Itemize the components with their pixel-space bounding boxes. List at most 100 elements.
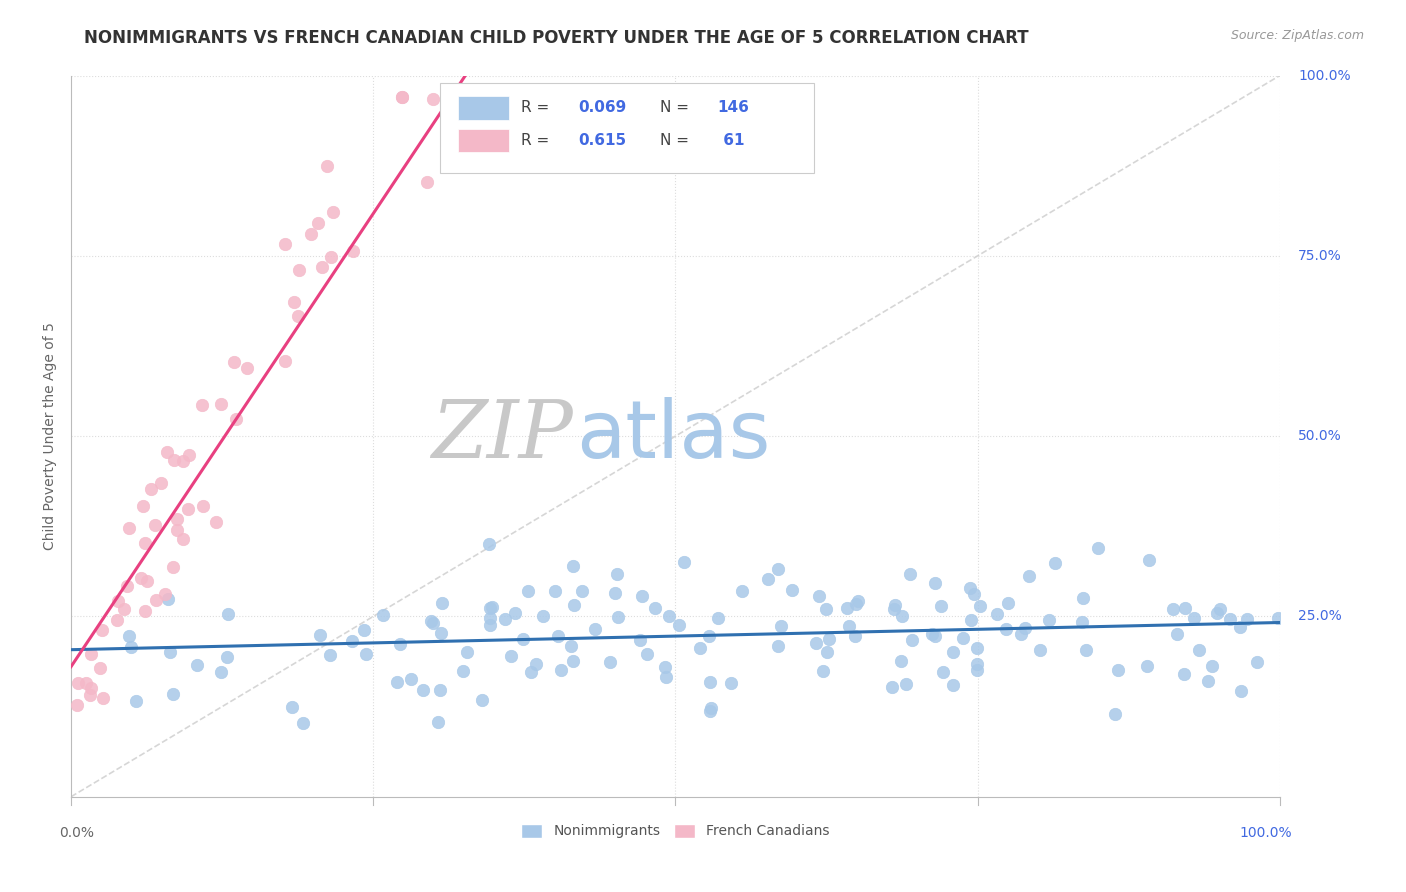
Point	[156, 444, 179, 458]
Text: 0.069: 0.069	[579, 101, 627, 115]
Point	[1188, 643, 1211, 657]
Point	[191, 499, 214, 513]
FancyBboxPatch shape	[440, 83, 814, 173]
Point	[994, 622, 1017, 636]
FancyBboxPatch shape	[458, 128, 509, 152]
Point	[924, 575, 946, 590]
Point	[387, 674, 409, 689]
Text: 100.0%: 100.0%	[1239, 826, 1292, 839]
Point	[453, 664, 475, 678]
Point	[1104, 707, 1126, 722]
Point	[280, 699, 302, 714]
Point	[342, 244, 364, 259]
Point	[283, 295, 305, 310]
Point	[307, 216, 329, 230]
Point	[890, 654, 912, 668]
Point	[177, 448, 200, 462]
Point	[1246, 655, 1268, 669]
Point	[644, 601, 666, 615]
Point	[966, 663, 988, 677]
Point	[537, 90, 560, 104]
Point	[1071, 591, 1094, 605]
Point	[561, 654, 583, 668]
Point	[1014, 622, 1036, 636]
Point	[79, 688, 101, 702]
Point	[628, 633, 651, 648]
Point	[1174, 601, 1197, 615]
Text: R =: R =	[520, 101, 554, 115]
Point	[205, 515, 228, 529]
Point	[430, 596, 453, 610]
Point	[166, 523, 188, 537]
Point	[430, 626, 453, 640]
Text: 25.0%: 25.0%	[1298, 609, 1341, 624]
Point	[654, 659, 676, 673]
Point	[1166, 626, 1188, 640]
Point	[547, 629, 569, 643]
Point	[932, 665, 955, 679]
Point	[838, 619, 860, 633]
Point	[153, 587, 176, 601]
Point	[482, 90, 505, 104]
Point	[353, 623, 375, 637]
Point	[1197, 674, 1219, 689]
Point	[159, 644, 181, 658]
Point	[117, 579, 139, 593]
Point	[699, 675, 721, 690]
Point	[1018, 568, 1040, 582]
Point	[274, 353, 297, 368]
Point	[91, 623, 114, 637]
Point	[145, 593, 167, 607]
Point	[1182, 611, 1205, 625]
Point	[898, 566, 921, 581]
Point	[1010, 627, 1032, 641]
Point	[478, 617, 501, 632]
Point	[391, 90, 413, 104]
Point	[422, 615, 444, 630]
Point	[139, 482, 162, 496]
Point	[631, 589, 654, 603]
Point	[766, 640, 789, 654]
Point	[516, 584, 538, 599]
Point	[75, 676, 97, 690]
Point	[125, 694, 148, 708]
Point	[921, 626, 943, 640]
Point	[422, 92, 444, 106]
Point	[471, 693, 494, 707]
Point	[1236, 612, 1258, 626]
Point	[478, 537, 501, 551]
Point	[942, 645, 965, 659]
Point	[658, 608, 681, 623]
Point	[699, 704, 721, 718]
Point	[880, 680, 903, 694]
Text: R =: R =	[520, 133, 554, 148]
Point	[884, 598, 907, 612]
Point	[190, 398, 212, 412]
Point	[225, 412, 247, 426]
Point	[815, 645, 838, 659]
Text: 75.0%: 75.0%	[1298, 249, 1341, 263]
Point	[655, 670, 678, 684]
Text: 61: 61	[717, 133, 744, 148]
Point	[883, 602, 905, 616]
Point	[1201, 658, 1223, 673]
Point	[571, 583, 593, 598]
Point	[524, 657, 547, 671]
Point	[342, 634, 364, 648]
Point	[120, 640, 142, 655]
Point	[966, 657, 988, 672]
Point	[997, 597, 1019, 611]
Point	[806, 636, 828, 650]
Point	[1229, 684, 1251, 698]
Point	[118, 629, 141, 643]
Text: N =: N =	[659, 101, 693, 115]
Point	[1205, 607, 1227, 621]
Point	[1070, 615, 1092, 629]
Point	[929, 599, 952, 614]
Point	[177, 501, 200, 516]
Text: ZIP: ZIP	[430, 397, 572, 475]
Point	[1229, 620, 1251, 634]
Point	[89, 660, 111, 674]
Point	[960, 614, 983, 628]
Point	[426, 715, 449, 730]
